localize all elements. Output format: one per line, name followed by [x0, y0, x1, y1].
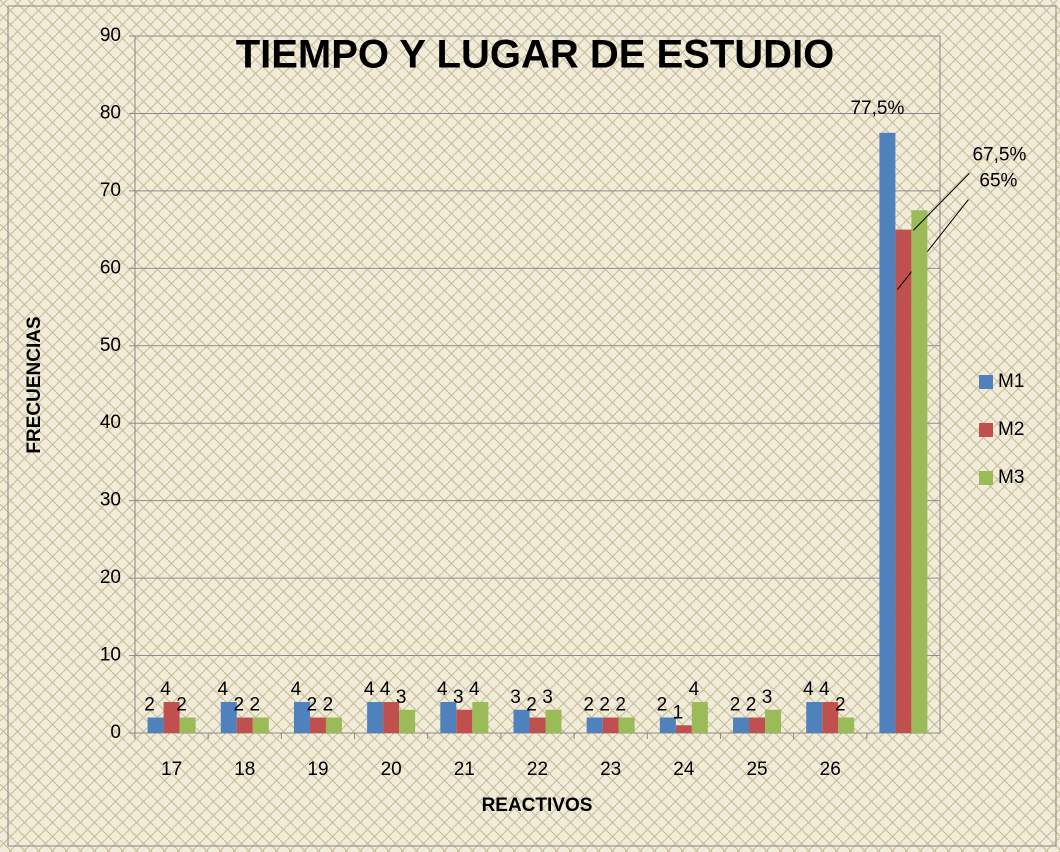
leader-line — [913, 172, 970, 231]
bar — [586, 717, 603, 733]
data-label: 2 — [615, 695, 626, 716]
data-label: 3 — [453, 687, 464, 708]
legend-label: M2 — [998, 419, 1024, 440]
x-tick-label: 20 — [381, 759, 402, 780]
data-label: 2 — [233, 695, 244, 716]
data-label: 2 — [657, 695, 668, 716]
data-label: 67,5% — [972, 144, 1026, 165]
x-tick-label: 25 — [746, 759, 767, 780]
bar — [472, 702, 489, 733]
bar — [383, 702, 400, 733]
leader-line — [897, 199, 969, 290]
data-label: 2 — [144, 695, 155, 716]
data-label: 4 — [160, 679, 171, 700]
y-tick-label: 70 — [100, 180, 121, 201]
data-label: 2 — [323, 695, 334, 716]
bar — [325, 717, 342, 733]
x-tick-label: 23 — [600, 759, 621, 780]
y-tick-label: 50 — [100, 335, 121, 356]
y-tick-label: 0 — [110, 722, 121, 743]
data-label: 2 — [307, 695, 318, 716]
legend-swatch — [979, 423, 993, 437]
data-label: 3 — [542, 687, 553, 708]
bar — [456, 709, 473, 733]
y-tick-label: 90 — [100, 25, 121, 46]
data-label: 3 — [762, 687, 773, 708]
bar — [163, 702, 180, 733]
bar — [440, 702, 457, 733]
data-label: 65% — [979, 171, 1017, 192]
x-tick-label: 24 — [673, 759, 695, 780]
y-tick-label: 30 — [100, 490, 121, 511]
y-axis-label: FRECUENCIAS — [24, 316, 45, 453]
legend-swatch — [979, 471, 993, 485]
legend-label: M3 — [998, 467, 1024, 488]
data-label: 77,5% — [850, 98, 904, 119]
data-label: 2 — [730, 695, 741, 716]
bar — [399, 709, 416, 733]
data-label: 4 — [803, 679, 814, 700]
data-label: 1 — [673, 702, 684, 723]
y-tick-label: 20 — [100, 567, 121, 588]
x-tick-label: 17 — [161, 759, 182, 780]
legend-swatch — [979, 375, 993, 389]
data-label: 2 — [746, 695, 757, 716]
bar — [838, 717, 855, 733]
legend-label: M1 — [998, 371, 1024, 392]
data-label: 4 — [291, 679, 302, 700]
data-label: 2 — [176, 695, 187, 716]
bar — [895, 229, 912, 733]
data-label: 4 — [380, 679, 391, 700]
data-label: 4 — [437, 679, 448, 700]
y-tick-label: 80 — [100, 102, 121, 123]
data-label: 4 — [689, 679, 700, 700]
data-label: 2 — [835, 695, 846, 716]
bar — [675, 725, 692, 733]
bar — [806, 702, 823, 733]
bar — [659, 717, 676, 733]
bar — [545, 709, 562, 733]
bar — [529, 717, 546, 733]
x-axis-label: REACTIVOS — [482, 795, 593, 816]
bar — [822, 702, 839, 733]
bar — [733, 717, 750, 733]
data-label: 4 — [217, 679, 228, 700]
data-label: 2 — [583, 695, 594, 716]
bar — [765, 709, 782, 733]
bar — [691, 702, 708, 733]
x-tick-label: 22 — [527, 759, 548, 780]
y-tick-label: 40 — [100, 412, 121, 433]
bar — [220, 702, 237, 733]
data-label: 4 — [364, 679, 375, 700]
bar — [367, 702, 384, 733]
x-tick-label: 21 — [454, 759, 475, 780]
data-label: 3 — [396, 687, 407, 708]
y-tick-label: 60 — [100, 257, 121, 278]
bar — [252, 717, 269, 733]
x-tick-label: 18 — [234, 759, 255, 780]
bar — [293, 702, 310, 733]
y-tick-label: 10 — [100, 645, 121, 666]
bar — [179, 717, 196, 733]
x-tick-label: 19 — [307, 759, 328, 780]
data-label: 4 — [469, 679, 480, 700]
bar — [911, 210, 928, 733]
bar — [236, 717, 253, 733]
data-label: 3 — [510, 687, 521, 708]
bar — [309, 717, 326, 733]
bar — [513, 709, 530, 733]
x-tick-label: 26 — [820, 759, 841, 780]
data-label: 2 — [599, 695, 610, 716]
bar — [879, 132, 896, 734]
data-label: 2 — [526, 695, 537, 716]
bar — [618, 717, 635, 733]
bar — [147, 717, 164, 733]
data-label: 2 — [249, 695, 260, 716]
bar — [602, 717, 619, 733]
chart-title: TIEMPO Y LUGAR DE ESTUDIO — [236, 33, 835, 77]
data-label: 4 — [819, 679, 830, 700]
chart-border — [7, 5, 1057, 847]
bar — [749, 717, 766, 733]
